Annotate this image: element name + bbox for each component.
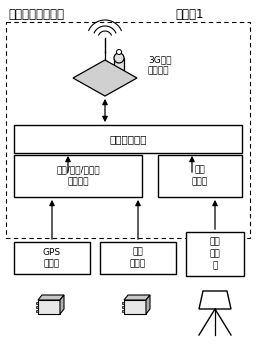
Bar — [6, 22, 250, 238]
Bar — [186, 232, 244, 276]
Circle shape — [114, 53, 124, 63]
Polygon shape — [146, 295, 150, 314]
Bar — [122, 302, 124, 304]
Text: 车载智能监控装置: 车载智能监控装置 — [8, 8, 64, 21]
Bar — [36, 302, 38, 304]
Bar — [122, 306, 124, 308]
FancyBboxPatch shape — [124, 300, 146, 314]
Bar — [14, 155, 142, 197]
FancyBboxPatch shape — [38, 300, 60, 314]
Text: 位置/速度/密封性
信息获取: 位置/速度/密封性 信息获取 — [56, 165, 100, 186]
Polygon shape — [60, 295, 64, 314]
Bar — [122, 310, 124, 312]
Bar — [158, 155, 242, 197]
Text: 车尾
摄象
机: 车尾 摄象 机 — [210, 238, 220, 270]
Circle shape — [116, 50, 122, 54]
Bar — [100, 242, 176, 274]
Bar — [14, 125, 242, 153]
Text: 密封
传感器: 密封 传感器 — [130, 248, 146, 268]
Polygon shape — [124, 295, 150, 300]
Text: GPS
传感器: GPS 传感器 — [43, 248, 61, 268]
Bar — [114, 58, 124, 76]
Polygon shape — [199, 291, 231, 309]
Bar — [14, 242, 90, 274]
Text: 传输数据融合: 传输数据融合 — [109, 134, 147, 144]
Text: 渣土车1: 渣土车1 — [175, 8, 204, 21]
Bar — [36, 310, 38, 312]
Text: 视频
服务器: 视频 服务器 — [192, 165, 208, 186]
Polygon shape — [73, 60, 137, 96]
Bar — [36, 306, 38, 308]
Text: 3G无线
传输模块: 3G无线 传输模块 — [148, 55, 172, 76]
Polygon shape — [38, 295, 64, 300]
